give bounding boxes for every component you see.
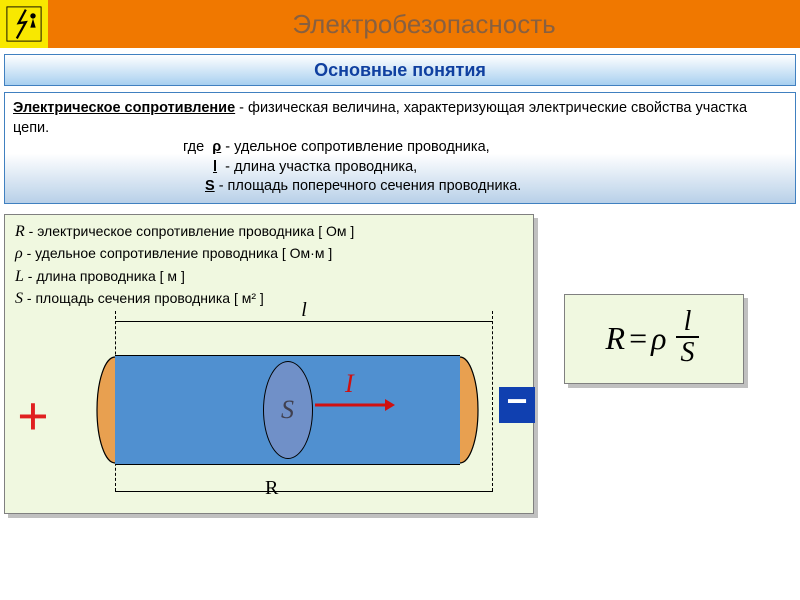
conductor-body: S — [75, 355, 500, 465]
conductor-diagram: R - электрическое сопротивление проводни… — [4, 214, 534, 514]
section-title: Основные понятия — [314, 60, 486, 81]
formula-numerator: l — [676, 308, 700, 338]
section-title-bar: Основные понятия — [4, 54, 796, 86]
formula-box: R = ρ l S — [564, 294, 744, 384]
current-arrow: I — [315, 395, 395, 415]
definition-rho-line: где ρ - удельное сопротивление проводник… — [13, 138, 787, 158]
definition-line1: Электрическое сопротивление - физическая… — [13, 99, 787, 138]
formula-eq: = — [629, 320, 647, 357]
definition-block: Электрическое сопротивление - физическая… — [4, 92, 796, 204]
diagram-legend: R - электрическое сопротивление проводни… — [15, 221, 523, 311]
plus-terminal: + — [17, 385, 49, 449]
page-header: Электробезопасность — [0, 0, 800, 48]
formula-R: R — [606, 320, 626, 357]
formula-denominator: S — [672, 338, 702, 369]
definition-l-line: l - длина участка проводника, — [13, 158, 787, 178]
header-title-box: Электробезопасность — [48, 0, 800, 48]
conductor-cap-right — [460, 355, 500, 465]
conductor-cap-left — [75, 355, 115, 465]
definition-s-line: S - площадь поперечного сечения проводни… — [13, 177, 787, 197]
minus-terminal: − — [499, 387, 535, 423]
cross-section: S — [263, 361, 313, 459]
length-label: l — [301, 299, 307, 322]
definition-term: Электрическое сопротивление — [13, 100, 235, 116]
warning-icon — [0, 0, 48, 48]
formula-rho: ρ — [651, 320, 666, 357]
current-label: I — [345, 369, 354, 399]
lower-row: R - электрическое сопротивление проводни… — [4, 214, 796, 514]
resistance-label: R — [265, 477, 278, 500]
formula-fraction: l S — [672, 308, 702, 369]
header-title: Электробезопасность — [292, 9, 555, 40]
resistance-dimension-line — [115, 491, 493, 492]
